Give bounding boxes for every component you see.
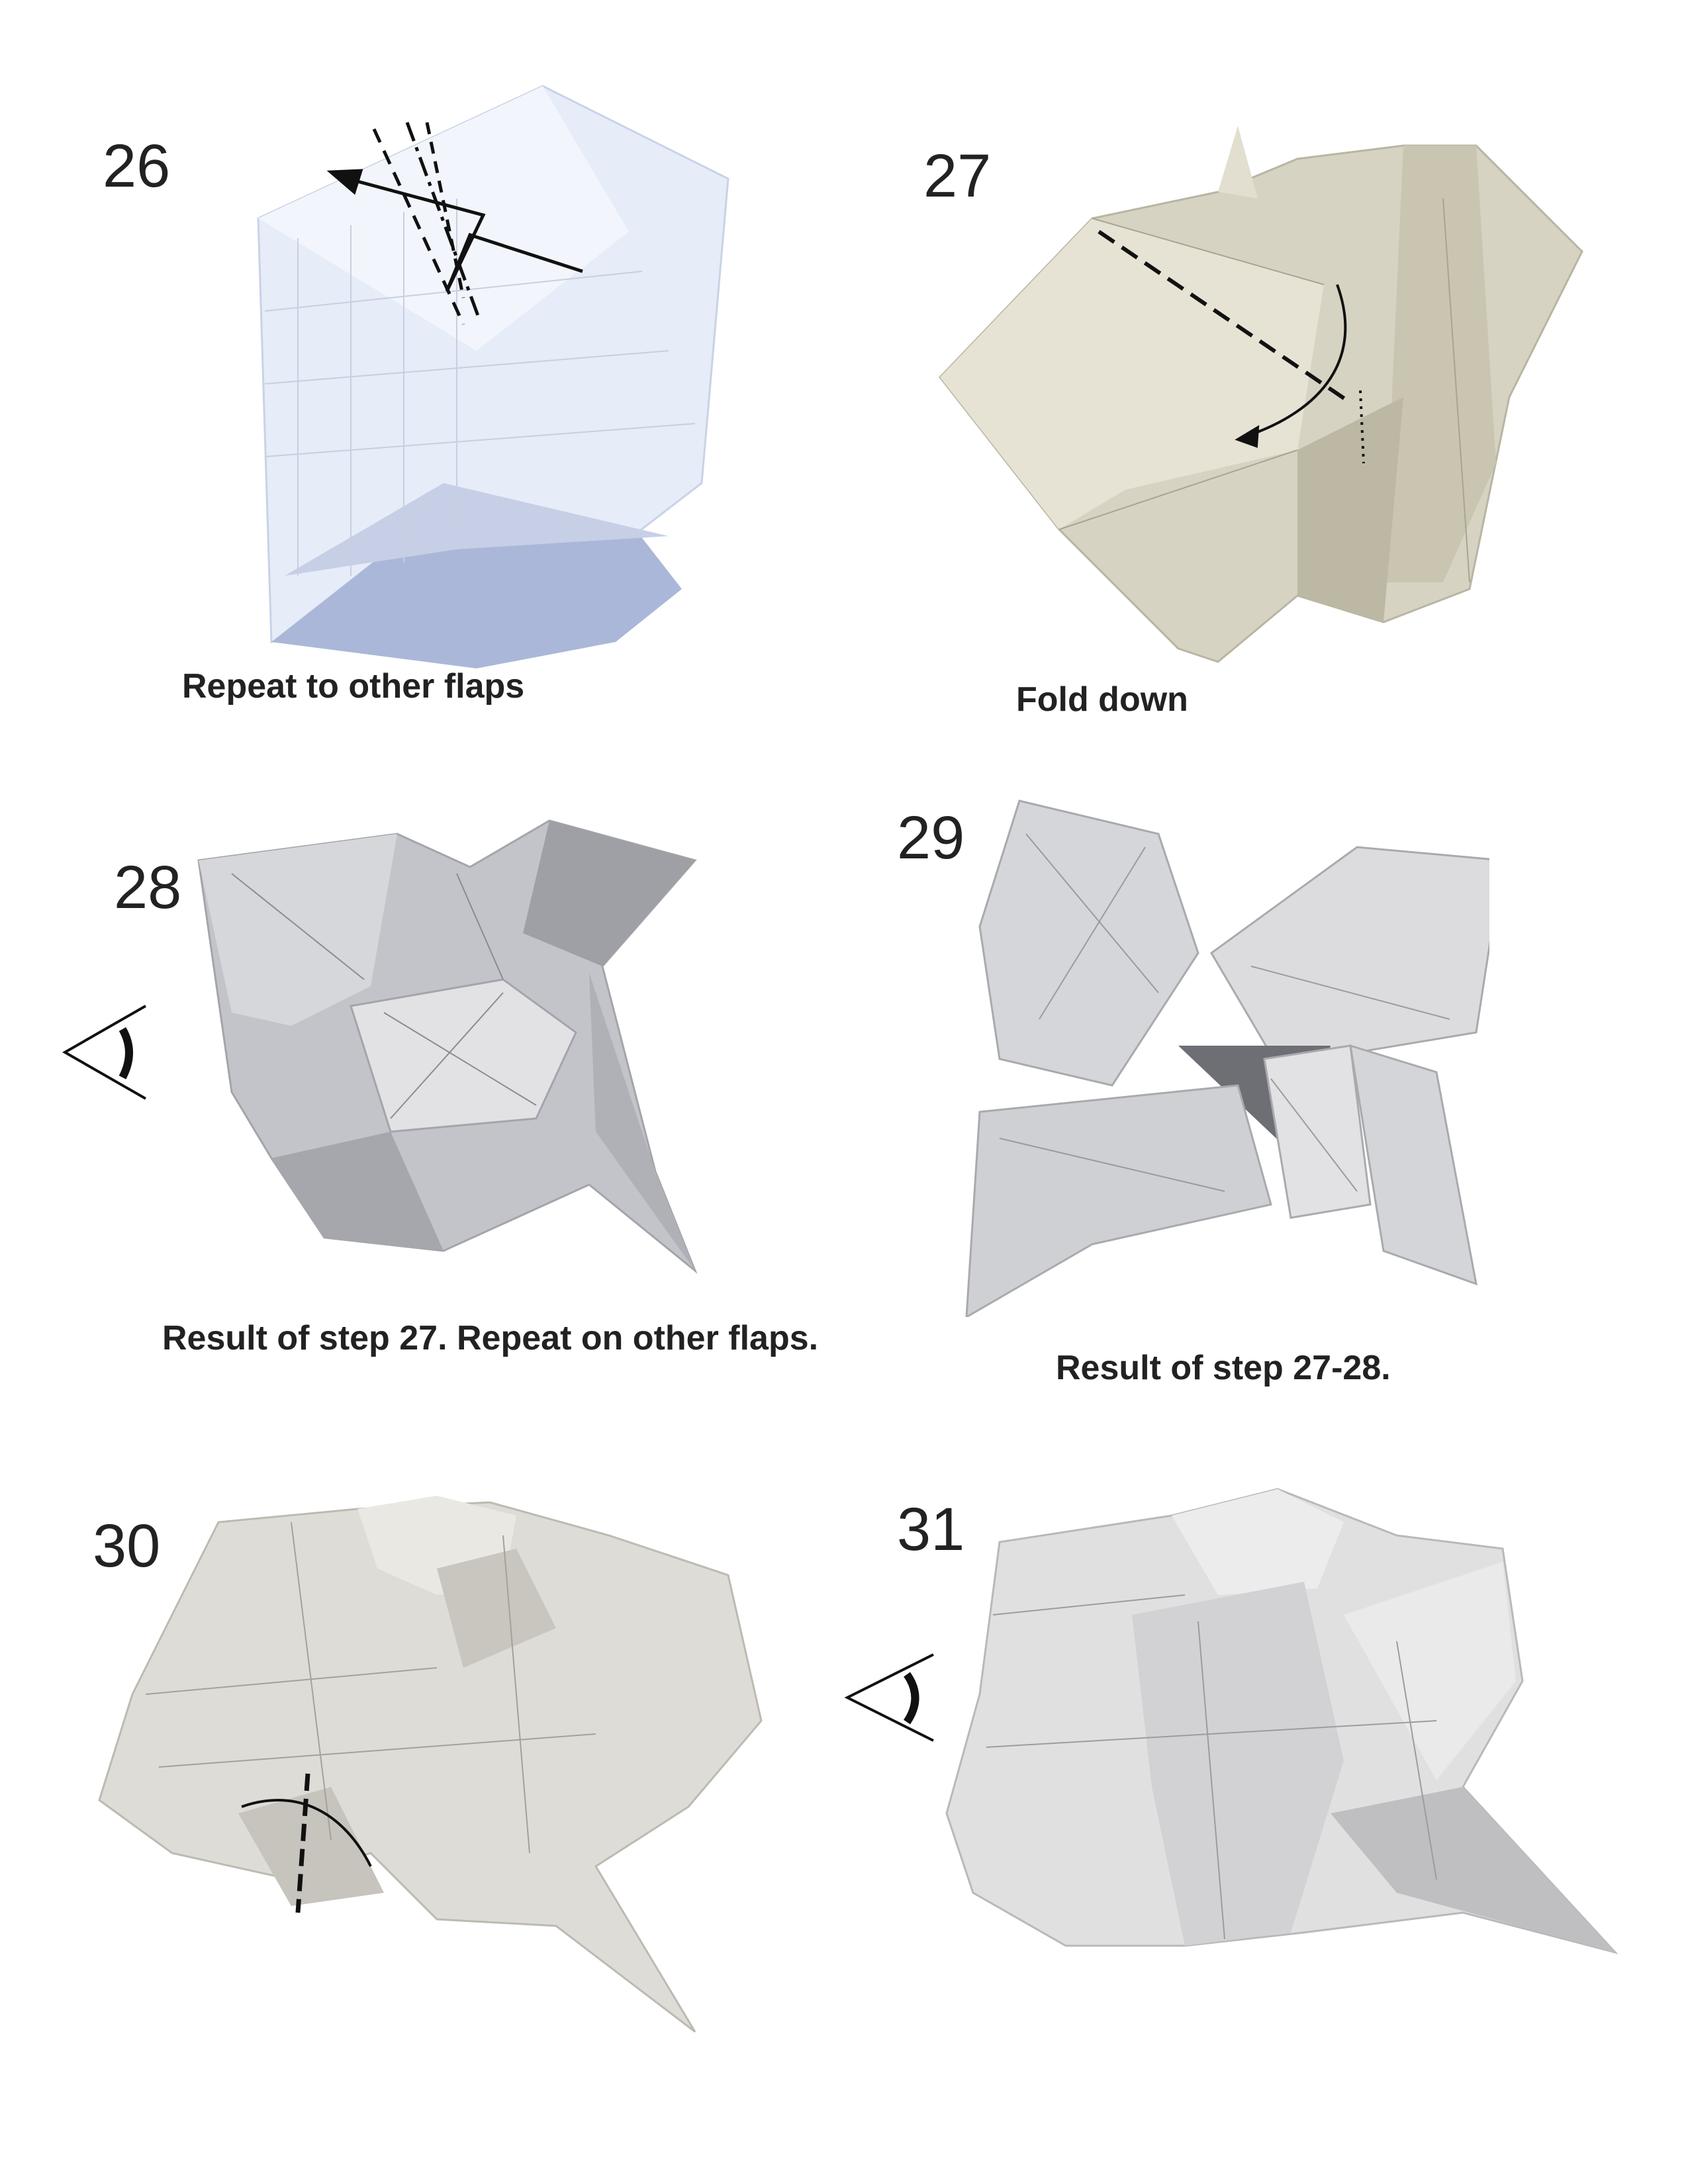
step-28-caption: Result of step 27. Repeat on other flaps… — [162, 1319, 819, 1357]
step-28-number: 28 — [114, 854, 182, 921]
step-28-eye — [60, 999, 152, 1105]
step-27-arrow-icon — [1235, 284, 1347, 448]
step-30-number: 30 — [93, 1512, 161, 1580]
step-30-illustration — [98, 1496, 763, 2033]
step-27-caption: Fold down — [1016, 680, 1188, 719]
step-29-number: 29 — [897, 804, 965, 872]
step-26-arrow-icon — [326, 169, 583, 293]
step-29-illustration — [965, 799, 1489, 1317]
step-30-figure — [93, 1496, 768, 2045]
eye-view-icon — [844, 1653, 934, 1742]
step-31-figure — [933, 1482, 1622, 2025]
step-29-caption: Result of step 27-28. — [1056, 1349, 1391, 1387]
step-27-number: 27 — [923, 142, 992, 210]
step-26-number: 26 — [103, 132, 171, 200]
step-28-figure — [192, 814, 774, 1297]
eye-view-icon — [62, 1005, 146, 1100]
step-31-number: 31 — [897, 1496, 965, 1563]
step-30-fold-line — [295, 1773, 310, 1913]
step-26-figure — [245, 73, 748, 675]
step-30-curve-line — [241, 1799, 372, 1867]
step-31-illustration — [945, 1488, 1618, 1954]
step-31-eye — [841, 1648, 947, 1747]
step-29-figure — [960, 794, 1489, 1317]
step-26-caption: Repeat to other flaps — [182, 667, 525, 705]
step-27-figure — [927, 119, 1595, 668]
step-28-illustration — [197, 819, 698, 1274]
step-27-illustration — [939, 126, 1583, 663]
step-27-fold-line — [1098, 230, 1365, 464]
step-26-illustration — [257, 85, 729, 668]
